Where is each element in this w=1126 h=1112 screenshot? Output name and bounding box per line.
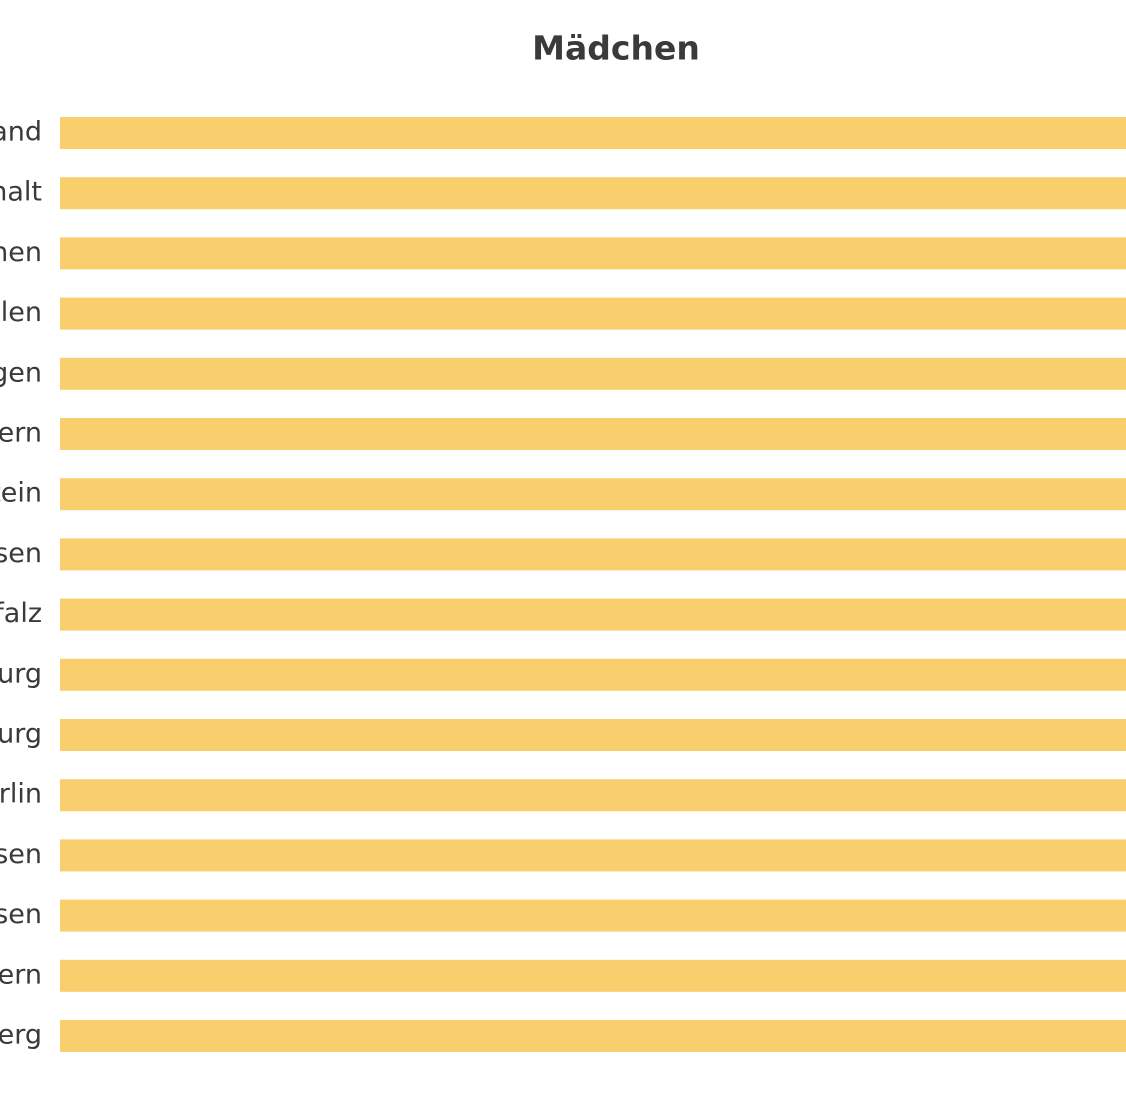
y-tick-label: ern: [0, 959, 42, 990]
y-tick-label: urg: [0, 658, 42, 689]
bar: [60, 177, 1126, 210]
bar: [60, 779, 1126, 812]
y-tick-label: rlin: [0, 779, 42, 810]
y-tick-label: len: [1, 297, 42, 328]
bar: [60, 1020, 1126, 1052]
y-tick-label: urg: [0, 719, 42, 750]
y-tick-label: sen: [0, 538, 42, 569]
bar: [60, 538, 1126, 571]
y-tick-label: sen: [0, 899, 42, 930]
y-tick-label: halt: [0, 177, 42, 208]
bar: [60, 959, 1126, 992]
bar: [60, 719, 1126, 751]
bar: [60, 658, 1126, 691]
y-tick-label: erg: [0, 1020, 42, 1051]
y-tick-label: and: [0, 117, 42, 148]
chart-title: Mädchen: [532, 29, 700, 68]
y-tick-label: gen: [0, 357, 42, 388]
bar: [60, 598, 1126, 631]
bar: [60, 478, 1126, 511]
bar: [60, 418, 1126, 450]
y-tick-label: sen: [0, 839, 42, 870]
y-tick-label: ern: [0, 418, 42, 449]
y-tick-label: tein: [0, 478, 42, 509]
bar: [60, 839, 1126, 872]
y-tick-label: nen: [0, 237, 42, 268]
bar: [60, 117, 1126, 149]
bar: [60, 899, 1126, 932]
bar: [60, 297, 1126, 330]
bar: [60, 357, 1126, 390]
y-tick-label: falz: [0, 598, 42, 629]
bar: [60, 237, 1126, 270]
